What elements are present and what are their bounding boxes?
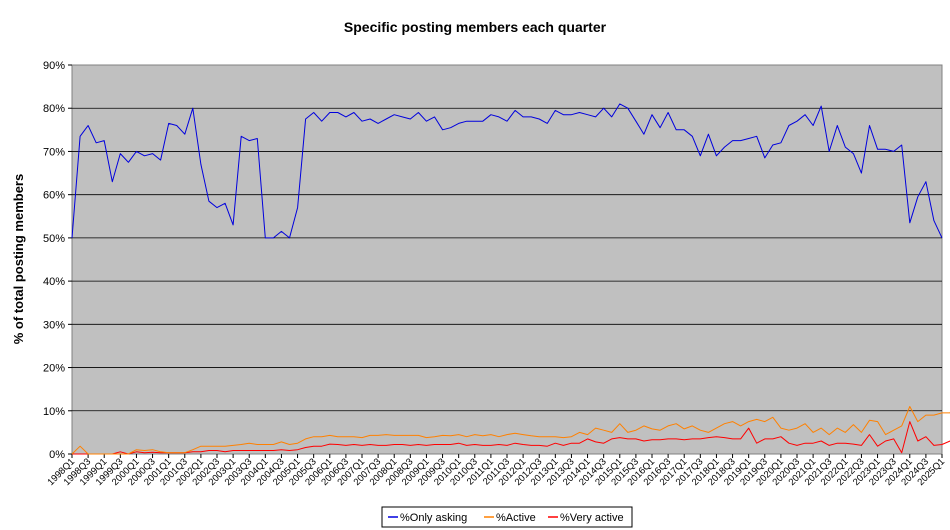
x-axis-ticks: 1998Q11998Q31999Q11999Q32000Q12000Q32001…: [45, 454, 947, 488]
y-tick-label: 60%: [43, 190, 65, 202]
y-axis-label: % of total posting members: [11, 174, 26, 344]
y-tick-label: 50%: [43, 233, 65, 245]
plot-area: [71, 64, 943, 455]
y-tick-label: 10%: [43, 406, 65, 418]
legend-label-only-asking: %Only asking: [400, 512, 467, 524]
series-line-active: [71, 406, 950, 455]
y-tick-label: 70%: [43, 146, 65, 158]
y-tick-label: 90%: [43, 60, 65, 72]
series-line-very-active: [72, 421, 950, 455]
y-tick-label: 40%: [43, 276, 65, 288]
y-axis-ticks: 0% 10% 20% 30% 40% 50% 60% 70% 80% 90%: [43, 60, 72, 461]
y-tick-label: 30%: [43, 319, 65, 331]
y-tick-label: 20%: [43, 363, 65, 375]
y-tick-label: 80%: [43, 103, 65, 115]
series-line-only-asking: [71, 103, 943, 239]
legend: %Only asking %Active %Very active: [381, 506, 633, 528]
series-layer: [71, 103, 950, 455]
legend-box: [381, 506, 633, 528]
gridlines: [72, 107, 942, 412]
legend-label-active: %Active: [496, 512, 536, 524]
y-tick-label: 0%: [49, 449, 65, 461]
chart-title: Specific posting members each quarter: [344, 19, 607, 35]
legend-label-very-active: %Very active: [560, 512, 624, 524]
